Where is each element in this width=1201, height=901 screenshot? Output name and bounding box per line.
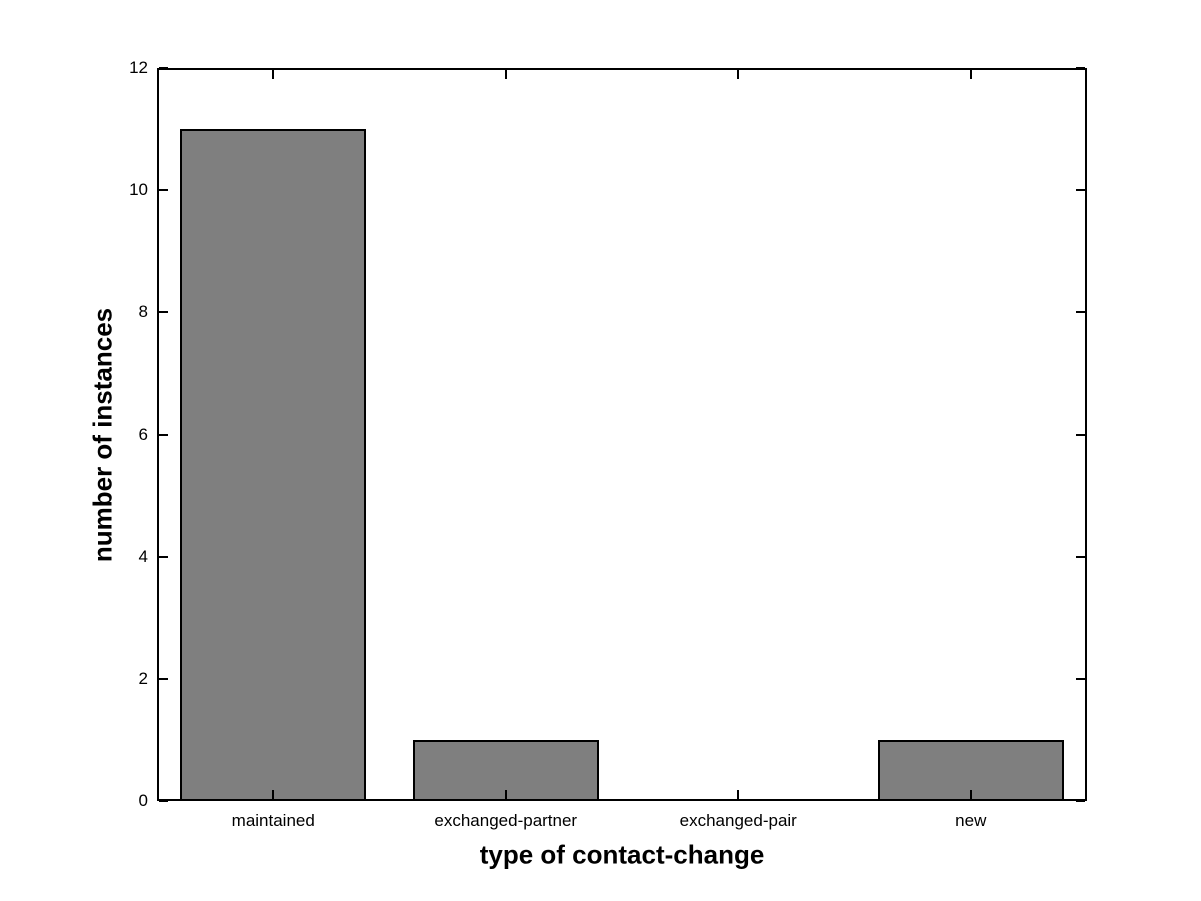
y-tick-mirror — [1076, 555, 1085, 558]
y-tick — [159, 189, 168, 192]
x-tick — [272, 790, 275, 799]
y-tick-label: 8 — [138, 302, 148, 322]
y-tick — [159, 555, 168, 558]
y-tick-mirror — [1076, 800, 1085, 802]
x-tick — [737, 790, 740, 799]
y-tick — [159, 800, 168, 802]
y-tick-label: 10 — [129, 180, 148, 200]
x-tick-label-exchanged-partner: exchanged-partner — [434, 811, 578, 830]
x-tick-label-exchanged-pair: exchanged-pair — [679, 811, 797, 830]
y-tick — [159, 67, 168, 69]
y-tick — [159, 677, 168, 680]
y-tick-mirror — [1076, 311, 1085, 314]
y-axis-label: number of instances — [87, 307, 118, 563]
x-tick-mirror — [504, 70, 507, 79]
x-tick-mirror — [272, 70, 275, 79]
x-tick-mirror — [969, 70, 972, 79]
bar-maintained — [180, 129, 367, 801]
y-tick-label: 12 — [129, 58, 148, 77]
x-tick — [504, 790, 507, 799]
y-tick-label: 6 — [138, 424, 148, 444]
y-tick-mirror — [1076, 677, 1085, 680]
bar-exchanged-partner — [412, 739, 599, 801]
x-tick-label-maintained: maintained — [231, 811, 315, 830]
y-tick — [159, 433, 168, 436]
y-tick-label: 0 — [138, 791, 148, 810]
x-tick-label-new: new — [955, 811, 987, 830]
y-tick-mirror — [1076, 67, 1085, 69]
y-tick-label: 4 — [138, 546, 148, 566]
y-tick-label: 2 — [138, 668, 148, 688]
x-axis-label: type of contact-change — [479, 839, 765, 870]
x-tick-mirror — [737, 70, 740, 79]
x-tick — [969, 790, 972, 799]
y-tick — [159, 311, 168, 314]
y-tick-mirror — [1076, 189, 1085, 192]
y-tick-mirror — [1076, 433, 1085, 436]
